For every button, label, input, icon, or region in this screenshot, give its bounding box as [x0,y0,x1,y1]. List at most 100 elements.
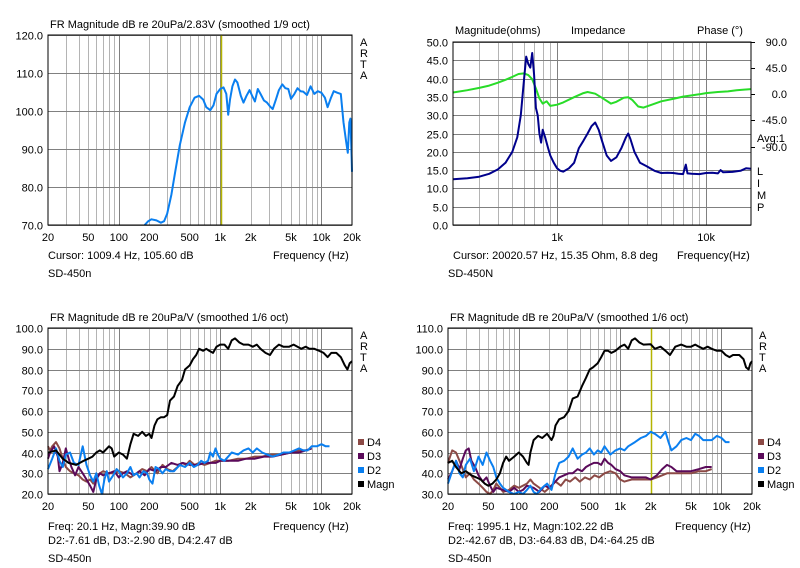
y-tick-label: 90.0 [22,145,43,157]
x-tick-label: 20k [343,501,361,513]
x-axis-label: Frequency (Hz) [675,521,751,533]
x-tick-label: 10k [313,501,331,513]
chart-title: Impedance [571,25,625,37]
series-group [47,337,353,495]
distortion-readout: D2:-7.61 dB, D3:-2.90 dB, D4:2.47 dB [48,535,233,547]
legend-label: D4 [367,437,381,449]
y-tick-label: 50.0 [427,38,448,50]
legend-swatch [358,481,364,487]
x-tick-label: 500 [180,232,198,244]
phase-tick-label: 0.0 [772,89,787,101]
y-axis-ticks: 0.0 5.0 10.0 15.0 20.0 25.0 30.0 35.0 40.0 45.0 50… [427,38,448,233]
y-tick-label: 40.0 [427,75,448,87]
x-tick-label: 20 [42,501,54,513]
series-line-d3 [447,447,712,493]
y-tick-label: 5.0 [433,203,448,215]
x-tick-label: 100 [510,501,528,513]
x-tick-label: 2k [645,501,657,513]
distortion-chart-left: FR Magnitude dB re 20uPa/V (smoothed 1/6… [15,312,394,565]
legend-item-d2[interactable]: D2 [358,465,381,477]
x-axis-label: Frequency (Hz) [273,521,349,533]
grid [48,328,352,495]
plot-frame[interactable] [447,327,753,495]
x-tick-label: 200 [540,501,558,513]
series-line-d2 [47,443,330,495]
side-label-letter: L [757,166,763,178]
legend-item-magn[interactable]: Magn [358,479,395,491]
side-label-letter: I [757,178,760,190]
legend-label: D2 [367,465,381,477]
legend-swatch [758,453,764,459]
plot-frame[interactable] [47,327,353,495]
x-axis-label: Frequency (Hz) [273,250,349,262]
x-tick-label: 200 [140,232,158,244]
y-tick-label: 70.0 [22,386,43,398]
y-tick-label: 25.0 [427,130,448,142]
x-tick-label: 10k [313,232,331,244]
y-tick-label: 120.0 [15,31,43,43]
y-axis-ticks: 30.0 40.0 50.0 60.0 70.0 80.0 90.0 100.0 110.0 [415,324,443,502]
grid [453,42,751,226]
y-tick-label: 90.0 [22,345,43,357]
side-label-letter: A [759,363,767,375]
x-tick-label: 1k [214,501,226,513]
y-tick-label: 0.0 [433,221,448,233]
caption: SD-450n [48,553,91,565]
y-tick-label: 30.0 [422,490,443,502]
legend-item-magn[interactable]: Magn [758,479,795,491]
y-tick-label: 70.0 [422,407,443,419]
fr-magnitude-chart-1-9-oct: FR Magnitude dB re 20uPa/2.83V (smoothed… [15,19,368,280]
legend-label: D4 [767,437,781,449]
y-tick-label: 110.0 [16,69,43,81]
series-line-d2 [447,430,730,495]
series-line-d4 [47,441,313,485]
x-tick-label: 1k [551,232,563,244]
y-tick-label: 100.0 [15,324,43,336]
x-axis-ticks: 20 50 100 200 500 1k 2k 5k 10k 20k [42,501,361,513]
x-tick-label: 100 [110,232,128,244]
x-tick-label: 100 [110,501,128,513]
x-axis-label: Frequency(Hz) [677,250,750,262]
legend-item-d4[interactable]: D4 [358,437,381,449]
x-axis-ticks: 20 50 100 200 500 1k 2k 5k 10k 20k [42,232,361,244]
x-tick-label: 2k [245,501,257,513]
x-tick-label: 10k [713,501,731,513]
legend-item-d3[interactable]: D3 [758,451,781,463]
phase-axis-ticks: 90.0 45.0 0.0 -45.0 -90.0 [751,37,787,154]
plot-frame[interactable] [452,41,752,226]
side-label-letter: R [360,48,368,60]
y-tick-label: 35.0 [427,93,448,105]
legend-label: D2 [767,465,781,477]
legend-label: D3 [367,451,381,463]
x-tick-label: 5k [685,501,697,513]
series-line-fr [143,78,353,226]
x-tick-label: 50 [82,501,94,513]
y-tick-label: 40.0 [422,469,443,481]
side-label-letter: A [360,330,368,342]
series-line-magnitude [452,52,752,181]
legend-swatch [758,439,764,445]
side-label-letter: T [360,59,367,71]
side-label-letter: T [360,352,367,364]
caption: SD-450n [48,268,91,280]
cursor-readout: Cursor: 20020.57 Hz, 15.35 Ohm, 8.8 deg [453,250,658,262]
y-tick-label: 60.0 [22,407,43,419]
x-tick-label: 5k [285,501,297,513]
x-tick-label: 10k [697,232,715,244]
legend-swatch [358,467,364,473]
legend-item-d2[interactable]: D2 [758,465,781,477]
x-tick-label: 200 [140,501,158,513]
legend-item-d3[interactable]: D3 [358,451,381,463]
y-tick-label: 50.0 [22,428,43,440]
x-tick-label: 20k [343,232,361,244]
side-label-letter: T [759,352,766,364]
side-label-letter: A [360,37,368,49]
side-label-letter: A [360,70,368,82]
chart-title: FR Magnitude dB re 20uPa/2.83V (smoothed… [50,19,310,31]
chart-title: FR Magnitude dB re 20uPa/V (smoothed 1/6… [450,312,688,324]
y-tick-label: 10.0 [427,184,448,196]
plot-frame[interactable] [47,34,353,226]
legend-item-d4[interactable]: D4 [758,437,781,449]
